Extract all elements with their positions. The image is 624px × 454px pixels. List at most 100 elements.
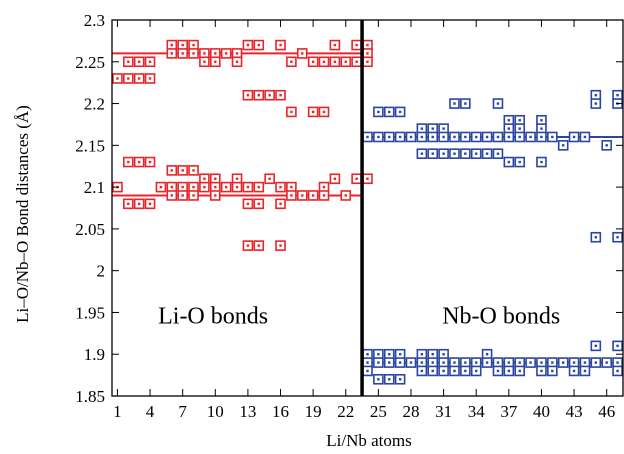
nb-point-35	[438, 148, 449, 159]
point-dot	[137, 77, 141, 80]
nb-point-44	[460, 98, 471, 109]
point-dot	[442, 353, 445, 356]
li-point-22	[177, 165, 188, 176]
point-dot	[453, 102, 456, 105]
point-dot	[181, 169, 184, 172]
y-tick-label: 2.3	[84, 11, 105, 30]
point-dot	[192, 169, 195, 172]
point-dot	[540, 119, 543, 122]
point-dot	[616, 344, 619, 348]
point-dot	[605, 361, 608, 364]
point-dot	[464, 102, 467, 105]
nb-point-2	[362, 365, 373, 377]
point-dot	[507, 119, 511, 122]
li-point-50	[253, 39, 265, 51]
li-point-26	[188, 48, 199, 59]
point-dot	[257, 43, 260, 47]
point-dot	[420, 135, 424, 139]
li-point-68	[307, 56, 319, 68]
nb-point-67	[503, 365, 515, 377]
point-dot	[453, 135, 456, 139]
li-point-33	[199, 181, 210, 193]
point-dot	[518, 361, 521, 364]
nb-point-38	[438, 365, 449, 377]
point-dot	[214, 52, 217, 55]
nb-point-17	[394, 357, 406, 368]
point-dot	[540, 361, 543, 364]
nb-point-7	[373, 357, 384, 368]
point-dot	[322, 194, 326, 197]
x-tick-label: 34	[468, 402, 486, 421]
nb-point-13	[383, 373, 395, 385]
nb-point-78	[536, 131, 547, 143]
point-dot	[507, 369, 511, 373]
point-dot	[431, 353, 434, 356]
nb-annotation: Nb-O bonds	[442, 303, 560, 329]
nb-point-50	[470, 148, 482, 159]
li-point-75	[329, 39, 341, 51]
point-dot	[279, 94, 282, 97]
li-point-11	[144, 73, 156, 84]
point-dot	[475, 152, 478, 155]
point-dot	[366, 361, 369, 364]
point-dot	[409, 361, 413, 364]
li-point-72	[318, 106, 330, 118]
point-dot	[475, 361, 478, 364]
nb-point-29	[427, 148, 439, 159]
point-dot	[170, 43, 173, 47]
point-dot	[355, 177, 358, 180]
point-dot	[442, 369, 445, 373]
point-dot	[159, 185, 163, 189]
point-dot	[344, 194, 347, 197]
y-tick-label: 1.9	[84, 345, 105, 364]
nb-point-45	[460, 131, 471, 143]
nb-point-32	[427, 365, 439, 377]
point-dot	[594, 361, 598, 364]
li-point-39	[220, 48, 232, 59]
point-dot	[366, 60, 369, 63]
x-tick-label: 46	[598, 402, 615, 421]
nb-point-5	[373, 131, 384, 143]
point-dot	[127, 77, 130, 80]
nb-point-82	[547, 131, 558, 143]
point-dot	[127, 160, 130, 164]
point-dot	[268, 177, 271, 180]
li-point-17	[166, 165, 178, 176]
y-tick-label: 1.85	[75, 387, 105, 406]
point-dot	[257, 244, 260, 247]
point-dot	[181, 52, 184, 55]
x-tick-label: 25	[370, 402, 387, 421]
point-dot	[366, 369, 369, 373]
point-dot	[192, 43, 195, 47]
point-dot	[235, 185, 239, 189]
x-tick-label: 22	[337, 402, 354, 421]
li-point-42	[231, 56, 243, 68]
x-tick-label: 7	[178, 402, 187, 421]
nb-point-87	[568, 131, 580, 143]
y-tick-label: 2	[97, 262, 106, 281]
x-tick-label: 31	[435, 402, 452, 421]
nb-point-74	[525, 131, 536, 143]
li-point-4	[123, 156, 134, 168]
point-dot	[464, 361, 467, 364]
li-point-61	[275, 240, 286, 251]
point-dot	[583, 369, 587, 373]
li-point-76	[329, 56, 341, 68]
point-dot	[311, 60, 315, 63]
point-dot	[311, 110, 315, 114]
point-dot	[464, 369, 467, 373]
point-dot	[148, 160, 152, 164]
point-dot	[507, 135, 511, 139]
point-dot	[398, 353, 402, 356]
li-point-35	[209, 56, 221, 68]
point-dot	[377, 353, 380, 356]
point-dot	[431, 369, 434, 373]
li-point-24	[177, 190, 188, 201]
point-dot	[235, 60, 239, 63]
point-dot	[442, 127, 445, 130]
li-point-5	[123, 198, 134, 210]
li-point-86	[362, 173, 373, 185]
point-dot	[170, 52, 173, 55]
point-dot	[246, 185, 250, 189]
nb-point-70	[514, 131, 526, 143]
